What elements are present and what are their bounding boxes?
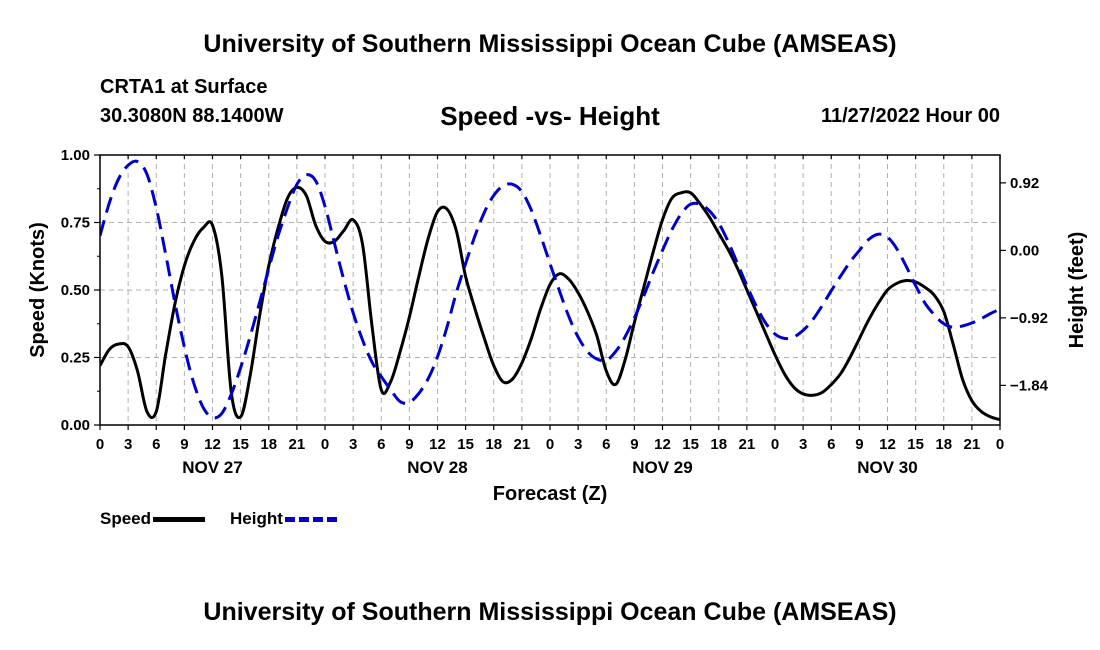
x-day-label: NOV 29 <box>632 458 692 477</box>
x-tick-label: 3 <box>574 436 582 453</box>
y2-tick-label: −0.92 <box>1010 310 1048 327</box>
x-tick-label: 9 <box>405 436 413 453</box>
station-label: CRTA1 at Surface <box>100 76 268 98</box>
x-tick-label: 15 <box>232 436 249 453</box>
footer-title: University of Southern Mississippi Ocean… <box>203 598 897 626</box>
x-tick-label: 0 <box>771 436 779 453</box>
x-tick-label: 21 <box>739 436 756 453</box>
x-day-label: NOV 28 <box>407 458 467 477</box>
y2-tick-label: −1.84 <box>1010 377 1049 394</box>
x-tick-label: 15 <box>457 436 474 453</box>
x-tick-label: 12 <box>204 436 221 453</box>
x-tick-label: 6 <box>827 436 835 453</box>
x-tick-label: 9 <box>855 436 863 453</box>
x-tick-label: 12 <box>879 436 896 453</box>
series-layer <box>100 159 1000 422</box>
chart-subtitle: Speed -vs- Height <box>440 101 660 131</box>
x-tick-label: 18 <box>935 436 952 453</box>
x-tick-label: 18 <box>260 436 277 453</box>
x-tick-label: 3 <box>799 436 807 453</box>
x-tick-label: 0 <box>996 436 1004 453</box>
x-day-label: NOV 30 <box>857 458 917 477</box>
y-tick-label: 0.75 <box>61 215 90 232</box>
x-tick-label: 15 <box>907 436 924 453</box>
x-tick-label: 0 <box>546 436 554 453</box>
x-tick-label: 6 <box>377 436 385 453</box>
x-tick-label: 15 <box>682 436 699 453</box>
x-tick-label: 21 <box>514 436 531 453</box>
x-tick-label: 18 <box>710 436 727 453</box>
x-tick-label: 12 <box>654 436 671 453</box>
x-tick-label: 0 <box>96 436 104 453</box>
main-title: University of Southern Mississippi Ocean… <box>203 30 897 58</box>
grid-layer <box>100 155 1000 425</box>
legend-speed-line <box>153 517 206 523</box>
series-line-speed <box>100 185 1000 422</box>
x-tick-label: 21 <box>289 436 306 453</box>
y2-tick-label: 0.00 <box>1010 242 1039 259</box>
legend-height-line <box>284 517 337 523</box>
y-tick-label: 0.25 <box>61 350 90 367</box>
x-tick-label: 3 <box>124 436 132 453</box>
datetime-label: 11/27/2022 Hour 00 <box>820 105 1000 127</box>
x-tick-label: 6 <box>602 436 610 453</box>
coordinates-label: 30.3080N 88.1400W <box>100 105 284 127</box>
legend-height: Height <box>230 509 337 529</box>
x-tick-label: 12 <box>429 436 446 453</box>
x-tick-label: 18 <box>485 436 502 453</box>
y-tick-label: 1.00 <box>61 147 90 164</box>
x-tick-label: 6 <box>152 436 160 453</box>
x-tick-label: 3 <box>349 436 357 453</box>
x-axis-label: Forecast (Z) <box>493 483 607 505</box>
x-tick-label: 0 <box>321 436 329 453</box>
x-tick-label: 21 <box>964 436 981 453</box>
x-tick-label: 9 <box>630 436 638 453</box>
legend-speed: Speed <box>100 509 206 529</box>
y-tick-label: 0.50 <box>61 282 90 299</box>
y2-axis-label: Height (feet) <box>1066 232 1088 349</box>
y-tick-label: 0.00 <box>61 417 90 434</box>
y-axis-label: Speed (Knots) <box>27 222 49 358</box>
y2-tick-label: 0.92 <box>1010 175 1039 192</box>
axis-layer: 0 3 6 9 12 15 18 21 0 3 6 9 12 15 18 21 0 3 6 9 12 15 18 21 0 3 6 9… <box>61 147 1049 477</box>
x-tick-label: 9 <box>180 436 188 453</box>
legend-height-label: Height <box>230 509 283 528</box>
x-day-label: NOV 27 <box>182 458 242 477</box>
legend-speed-label: Speed <box>100 509 152 528</box>
